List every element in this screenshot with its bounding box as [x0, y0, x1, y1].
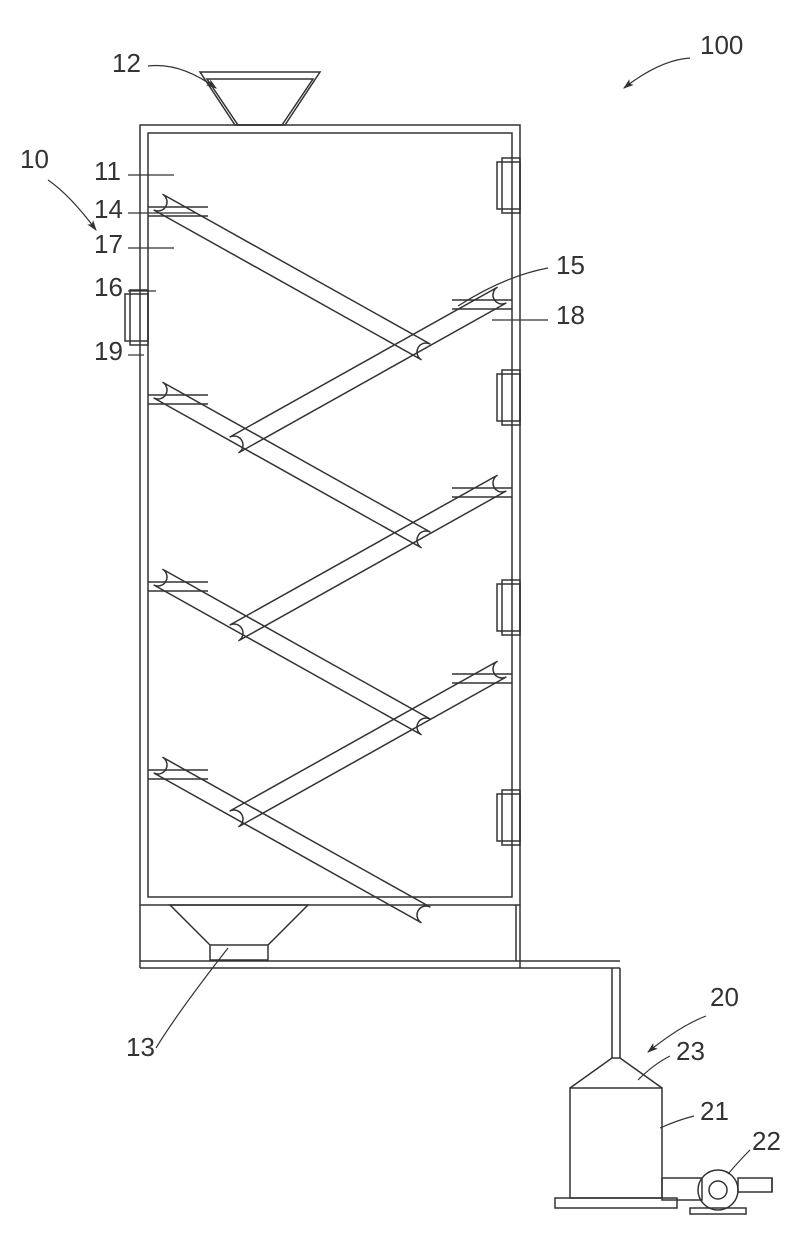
label-100: 100 [700, 30, 743, 60]
callout-10: 10 [20, 144, 96, 230]
blower [662, 1170, 772, 1214]
callout-14: 14 [94, 194, 196, 224]
discharge-hopper [170, 905, 308, 960]
label-18: 18 [556, 300, 585, 330]
label-16: 16 [94, 272, 123, 302]
label-15: 15 [556, 250, 585, 280]
callout-22: 22 [728, 1126, 781, 1174]
label-22: 22 [752, 1126, 781, 1156]
callouts: 100 12 10 11 14 17 16 19 15 18 13 2023 21 22 [20, 30, 781, 1174]
label-12: 12 [112, 48, 141, 78]
label-10: 10 [20, 144, 49, 174]
baffles [154, 194, 507, 923]
label-11: 11 [94, 156, 121, 186]
diagram-canvas: 100 12 10 11 14 17 16 19 15 18 13 2023 21 22 [0, 0, 786, 1252]
callout-100: 100 [624, 30, 743, 88]
callout-23: 23 [638, 1036, 705, 1080]
callout-12: 12 [112, 48, 216, 88]
label-23: 23 [676, 1036, 705, 1066]
feed-hopper [200, 72, 320, 125]
transfer-pipe [516, 905, 620, 1058]
label-19: 19 [94, 336, 123, 366]
shelf-supports [148, 207, 512, 779]
label-17: 17 [94, 229, 123, 259]
callout-17: 17 [94, 229, 174, 259]
callout-15: 15 [458, 250, 585, 306]
support-frame [140, 905, 520, 968]
callout-18: 18 [492, 300, 585, 330]
label-20: 20 [710, 982, 739, 1012]
hatches [125, 158, 520, 845]
callout-11: 11 [94, 156, 174, 186]
callout-13: 13 [126, 948, 228, 1062]
label-21: 21 [700, 1096, 729, 1126]
cyclone [555, 1058, 677, 1208]
label-14: 14 [94, 194, 123, 224]
label-13: 13 [126, 1032, 155, 1062]
callout-21: 21 [660, 1096, 729, 1128]
